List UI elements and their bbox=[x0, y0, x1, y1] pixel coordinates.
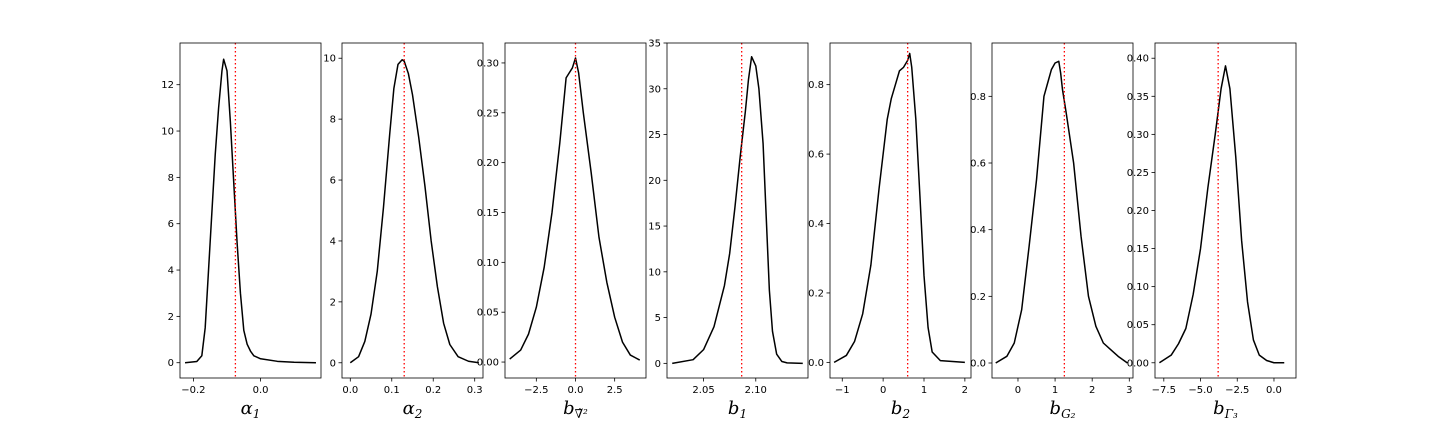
y-tick-label: 0.00 bbox=[477, 358, 499, 369]
subplot-b_1: 2.05 2.10 0 5 10 15 20 25 30 35 b1 bbox=[648, 39, 809, 421]
x-tick-label: −2.5 bbox=[524, 385, 548, 396]
y-tick-label: 30 bbox=[648, 84, 661, 95]
x-tick-label: 0.0 bbox=[253, 385, 269, 396]
y-tick-label: 0.20 bbox=[477, 158, 499, 169]
y-tick-label: 0.4 bbox=[970, 225, 986, 236]
axes-frame-b_1 bbox=[666, 42, 809, 379]
y-tick-label: 0.05 bbox=[1127, 320, 1149, 331]
y-tick-label: 0.15 bbox=[477, 208, 499, 219]
subplot-b_Gamma3: −7.5 −5.0 −2.5 0.0 0.00 0.05 0.10 0.15 0.20 0.25 0… bbox=[1127, 42, 1297, 421]
y-tick-label: 0.20 bbox=[1127, 206, 1149, 217]
density-curve-alpha_2 bbox=[349, 59, 479, 364]
y-tick-label: 0 bbox=[168, 358, 174, 369]
y-tick-label: 0.05 bbox=[477, 308, 499, 319]
density-curve-alpha_1 bbox=[184, 58, 316, 364]
y-tick-label: 0.35 bbox=[1127, 92, 1149, 103]
x-tick-label: 2 bbox=[1089, 385, 1095, 396]
x-tick-label: 0.0 bbox=[342, 385, 358, 396]
subplot-b_nabla2: −2.5 0.0 2.5 0.00 0.05 0.10 0.15 0.20 0.25 0.30 b∇… bbox=[477, 42, 647, 421]
x-tick-label: 1 bbox=[921, 385, 927, 396]
y-tick-label: 0.15 bbox=[1127, 244, 1149, 255]
subplot-alpha_2: 0.0 0.1 0.2 0.3 0 2 4 6 8 10 α2 bbox=[323, 42, 484, 421]
x-tick-label: 1 bbox=[1052, 385, 1058, 396]
axes-frame-alpha_1 bbox=[179, 42, 322, 379]
x-tick-label: 2 bbox=[962, 385, 968, 396]
y-tick-label: 25 bbox=[648, 130, 661, 141]
y-tick-label: 0.0 bbox=[808, 358, 824, 369]
y-tick-label: 0 bbox=[330, 358, 336, 369]
density-curve-b_nabla2 bbox=[509, 57, 641, 361]
y-tick-label: 0.25 bbox=[477, 108, 499, 119]
y-tick-label: 0.40 bbox=[1127, 54, 1149, 65]
y-tick-label: 0.8 bbox=[808, 80, 824, 91]
axes-frame-b_G2 bbox=[991, 42, 1134, 379]
y-tick-label: 5 bbox=[655, 313, 661, 324]
axes-frame-b_Gamma3 bbox=[1154, 42, 1297, 379]
x-axis-label-alpha_2: α2 bbox=[403, 398, 423, 421]
x-axis-label-b_Gamma3: bΓ₃ bbox=[1213, 398, 1238, 421]
y-tick-label: 2 bbox=[330, 297, 336, 308]
x-tick-label: 0.3 bbox=[467, 385, 483, 396]
y-tick-label: 0 bbox=[655, 359, 661, 370]
density-curve-b_1 bbox=[672, 55, 803, 365]
y-tick-label: 35 bbox=[648, 39, 661, 50]
y-tick-label: 10 bbox=[648, 267, 661, 278]
x-tick-label: 0.0 bbox=[568, 385, 584, 396]
y-tick-label: 0.2 bbox=[970, 292, 986, 303]
y-tick-label: 0.10 bbox=[1127, 282, 1149, 293]
axes-frame-b_2 bbox=[829, 42, 972, 379]
y-tick-label: 8 bbox=[168, 173, 174, 184]
y-tick-label: 6 bbox=[168, 219, 174, 230]
x-tick-label: 0 bbox=[1015, 385, 1021, 396]
subplot-b_2: −1 0 1 2 0.0 0.2 0.4 0.6 0.8 b2 bbox=[808, 42, 972, 421]
axes-frame-alpha_2 bbox=[341, 42, 484, 379]
y-tick-label: 0.8 bbox=[970, 92, 986, 103]
y-tick-label: 4 bbox=[330, 236, 336, 247]
x-tick-label: −0.2 bbox=[181, 385, 205, 396]
y-tick-label: 0.10 bbox=[477, 258, 499, 269]
x-tick-label: 0.2 bbox=[425, 385, 441, 396]
y-tick-label: 12 bbox=[161, 80, 174, 91]
x-tick-label: 2.05 bbox=[692, 385, 714, 396]
y-tick-label: 0.00 bbox=[1127, 358, 1149, 369]
y-tick-label: 20 bbox=[648, 176, 661, 187]
y-tick-label: 2 bbox=[168, 312, 174, 323]
x-tick-label: 0.1 bbox=[384, 385, 400, 396]
density-curve-b_G2 bbox=[995, 60, 1128, 364]
x-axis-label-b_nabla2: b∇̃² bbox=[563, 398, 588, 421]
y-tick-label: 6 bbox=[330, 176, 336, 187]
x-tick-label: 0.0 bbox=[1266, 385, 1282, 396]
subplot-b_G2: 0 1 2 3 0.0 0.2 0.4 0.6 0.8 bG₂ bbox=[970, 42, 1134, 421]
y-tick-label: 0.6 bbox=[970, 159, 986, 170]
density-curve-b_Gamma3 bbox=[1159, 65, 1285, 364]
y-tick-label: 0.30 bbox=[1127, 130, 1149, 141]
y-tick-label: 15 bbox=[648, 222, 661, 233]
y-tick-label: 10 bbox=[323, 54, 336, 65]
x-tick-label: −2.5 bbox=[1225, 385, 1249, 396]
x-axis-label-b_1: b1 bbox=[728, 398, 747, 421]
y-tick-label: 0.0 bbox=[970, 359, 986, 370]
x-tick-label: −7.5 bbox=[1152, 385, 1176, 396]
x-axis-label-b_2: b2 bbox=[891, 398, 910, 421]
density-curve-b_2 bbox=[833, 52, 965, 364]
y-tick-label: 0.4 bbox=[808, 219, 824, 230]
y-tick-label: 0.2 bbox=[808, 288, 824, 299]
x-axis-label-alpha_1: α1 bbox=[241, 398, 261, 421]
y-tick-label: 0.30 bbox=[477, 58, 499, 69]
subplot-alpha_1: −0.2 0.0 0 2 4 6 8 10 12 α1 bbox=[161, 42, 322, 421]
x-tick-label: 3 bbox=[1126, 385, 1132, 396]
y-tick-label: 4 bbox=[168, 266, 174, 277]
y-tick-label: 0.6 bbox=[808, 150, 824, 161]
x-tick-label: 2.5 bbox=[607, 385, 623, 396]
y-tick-label: 8 bbox=[330, 115, 336, 126]
x-axis-label-b_G2: bG₂ bbox=[1050, 398, 1076, 421]
x-tick-label: −1 bbox=[835, 385, 850, 396]
x-tick-label: 0 bbox=[880, 385, 886, 396]
y-tick-label: 0.25 bbox=[1127, 168, 1149, 179]
x-tick-label: 2.10 bbox=[745, 385, 767, 396]
x-tick-label: −5.0 bbox=[1188, 385, 1212, 396]
y-tick-label: 10 bbox=[161, 127, 174, 138]
